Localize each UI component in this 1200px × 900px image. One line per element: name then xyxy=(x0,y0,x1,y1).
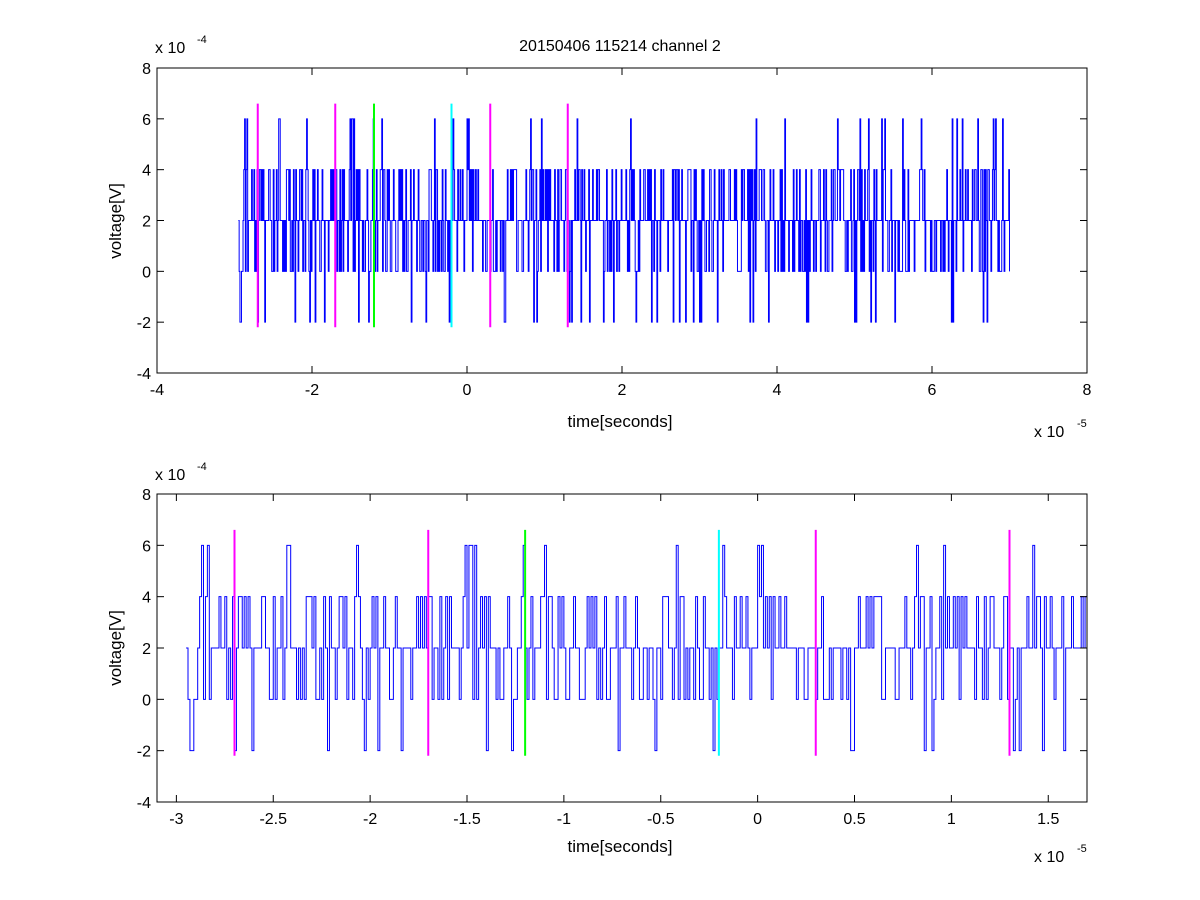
bottom-x-multiplier: x 10 -5 xyxy=(1034,843,1087,866)
y-tick-label: 2 xyxy=(142,214,151,231)
y-tick-label: 8 xyxy=(142,61,151,78)
x-tick-label: 4 xyxy=(773,382,782,399)
x-tick-label: 1 xyxy=(947,811,956,828)
top-y-multiplier-exp: -4 xyxy=(197,34,207,46)
y-tick-label: 0 xyxy=(142,692,151,709)
top-x-axis-label: time[seconds] xyxy=(568,412,673,431)
y-tick-label: -2 xyxy=(137,744,151,761)
x-tick-label: -2 xyxy=(305,382,319,399)
bottom-x-axis-label: time[seconds] xyxy=(568,837,673,856)
x-tick-label: -3 xyxy=(169,811,183,828)
x-tick-label: 8 xyxy=(1083,382,1092,399)
x-tick-label: -2.5 xyxy=(259,811,287,828)
top-x-multiplier-base: x 10 xyxy=(1034,424,1064,441)
y-tick-label: 6 xyxy=(142,112,151,129)
bottom-y-multiplier-exp: -4 xyxy=(197,461,207,473)
voltage-trace xyxy=(186,544,1087,752)
bottom-y-multiplier: x 10 -4 xyxy=(155,461,207,484)
bottom-ticks: -3 -2.5 -2 -1.5 -1 -0.5 0 0.5 1 1.5 -4 -2 0 2 4 6 8 xyxy=(137,487,1087,828)
y-tick-label: -4 xyxy=(137,795,151,812)
x-tick-label: -2 xyxy=(363,811,377,828)
x-tick-label: 6 xyxy=(928,382,937,399)
x-tick-label: -1.5 xyxy=(453,811,481,828)
top-x-multiplier-exp: -5 xyxy=(1077,418,1087,430)
x-tick-label: -1 xyxy=(557,811,571,828)
voltage-trace xyxy=(238,118,1010,323)
x-tick-label: 0 xyxy=(753,811,762,828)
x-tick-label: -4 xyxy=(150,382,164,399)
bottom-y-multiplier-base: x 10 xyxy=(155,467,185,484)
x-tick-label: 0 xyxy=(463,382,472,399)
top-axes: 20150406 115214 channel 2 -4 -2 0 2 4 6 8 -4 -2 0… xyxy=(106,34,1092,441)
top-ticks: -4 -2 0 2 4 6 8 -4 -2 0 2 4 6 8 xyxy=(137,61,1092,399)
x-tick-label: 2 xyxy=(618,382,627,399)
top-y-axis-label: voltage[V] xyxy=(106,183,125,259)
y-tick-label: 2 xyxy=(142,641,151,658)
y-tick-label: 4 xyxy=(142,590,151,607)
x-tick-label: 1.5 xyxy=(1037,811,1059,828)
chart-title: 20150406 115214 channel 2 xyxy=(519,38,721,55)
y-tick-label: 0 xyxy=(142,264,151,281)
y-tick-label: -2 xyxy=(137,315,151,332)
top-plot-area xyxy=(156,67,1088,374)
bottom-x-multiplier-exp: -5 xyxy=(1077,843,1087,855)
top-y-multiplier: x 10 -4 xyxy=(155,34,207,57)
bottom-plot-area xyxy=(156,493,1088,803)
top-y-multiplier-base: x 10 xyxy=(155,40,185,57)
x-tick-label: 0.5 xyxy=(843,811,865,828)
y-tick-label: 4 xyxy=(142,163,151,180)
x-tick-label: -0.5 xyxy=(647,811,675,828)
y-tick-label: 8 xyxy=(142,487,151,504)
bottom-axes: -3 -2.5 -2 -1.5 -1 -0.5 0 0.5 1 1.5 -4 -2 0 2 4 6 8 time… xyxy=(106,461,1088,866)
bottom-y-axis-label: voltage[V] xyxy=(106,610,125,686)
top-x-multiplier: x 10 -5 xyxy=(1034,418,1087,441)
y-tick-label: 6 xyxy=(142,538,151,555)
y-tick-label: -4 xyxy=(137,366,151,383)
bottom-x-multiplier-base: x 10 xyxy=(1034,849,1064,866)
